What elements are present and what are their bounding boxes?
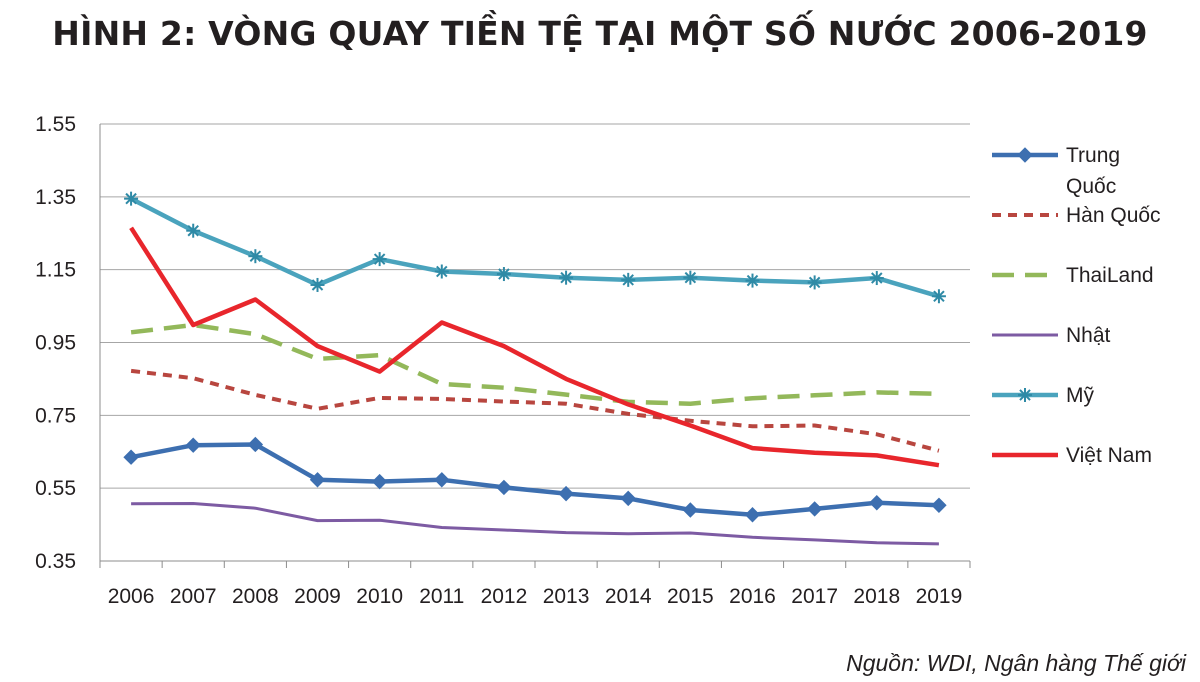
legend: Trung Quốc Hàn Quốc ThaiLand Nhật Mỹ Việt Nam [992, 144, 1161, 467]
legend-label: Nhật [1066, 324, 1111, 347]
y-tick-label: 0.55 [35, 477, 76, 500]
series-line [130, 322, 939, 406]
data-point [621, 272, 636, 287]
data-point [744, 507, 761, 523]
series-hàn-quốc [130, 368, 940, 453]
legend-label: Việt Nam [1066, 444, 1152, 467]
data-point [248, 249, 263, 264]
series-line [130, 196, 940, 299]
data-point [372, 252, 387, 267]
x-tick-label: 2011 [419, 585, 464, 608]
axes: 1.55 1.35 1.15 0.95 0.75 0.55 0.35 2006 2007 2008… [35, 113, 971, 608]
data-point [185, 437, 201, 453]
series-mỹ [124, 191, 946, 304]
x-tick-label: 2012 [481, 585, 528, 608]
data-point [434, 264, 449, 279]
legend-label: Quốc [1066, 175, 1116, 198]
legend-entry: Mỹ [992, 384, 1094, 407]
x-tick-label: 2008 [232, 585, 279, 608]
data-point [807, 275, 822, 290]
legend-label: Trung [1066, 144, 1120, 167]
data-point [931, 289, 946, 304]
series-trung-quốc [123, 436, 947, 523]
x-tick-label: 2013 [543, 585, 590, 608]
gridlines [100, 123, 970, 562]
x-tick-label: 2009 [294, 585, 341, 608]
chart-title: HÌNH 2: VÒNG QUAY TIỀN TỆ TẠI MỘT SỐ NƯỚ… [52, 14, 1148, 53]
legend-label: Hàn Quốc [1066, 204, 1161, 227]
series-line [130, 442, 939, 518]
data-point [558, 485, 574, 502]
series-lines [123, 191, 947, 546]
x-tick-label: 2007 [170, 585, 217, 608]
data-point [434, 472, 450, 488]
data-point [186, 223, 201, 238]
data-point [309, 472, 326, 488]
source-note: Nguồn: WDI, Ngân hàng Thế giới [846, 650, 1186, 676]
legend-entry: Hàn Quốc [992, 204, 1161, 227]
y-tick-label: 0.35 [35, 550, 76, 573]
legend-label: Mỹ [1066, 384, 1094, 407]
data-point [869, 495, 885, 511]
x-tick-label: 2019 [916, 585, 963, 608]
legend-entry: Nhật [992, 324, 1111, 347]
y-tick-label: 0.75 [35, 404, 76, 427]
series-line [130, 368, 940, 453]
legend-entry: Trung Quốc [992, 144, 1120, 198]
data-point [931, 497, 947, 513]
data-point [559, 270, 574, 285]
y-tick-label: 1.15 [35, 259, 76, 282]
x-tick-label: 2006 [108, 585, 155, 608]
data-point [869, 271, 884, 286]
y-tick-label: 1.55 [35, 113, 76, 136]
data-point [683, 270, 698, 285]
data-point [310, 277, 325, 292]
x-tick-label: 2015 [667, 585, 714, 608]
data-point [124, 191, 139, 206]
y-tick-label: 0.95 [35, 332, 76, 355]
data-point [1017, 147, 1033, 163]
data-point [371, 473, 388, 490]
x-tick-label: 2017 [791, 585, 838, 608]
series-việt-nam [129, 226, 940, 468]
x-tick-label: 2018 [853, 585, 900, 608]
data-point [496, 479, 512, 496]
legend-label: ThaiLand [1066, 264, 1154, 287]
data-point [123, 449, 139, 465]
y-tick-label: 1.35 [35, 186, 76, 209]
data-point [745, 273, 760, 288]
legend-entry: Việt Nam [992, 444, 1152, 467]
data-point [496, 267, 511, 282]
x-tick-label: 2016 [729, 585, 776, 608]
data-point [620, 490, 636, 507]
data-point [1018, 388, 1032, 402]
legend-entry: ThaiLand [992, 264, 1154, 287]
data-point [806, 501, 823, 517]
x-tick-label: 2010 [356, 585, 403, 608]
series-line [129, 226, 940, 468]
series-line [131, 502, 939, 546]
x-tick-label: 2014 [605, 585, 652, 608]
series-thailand [130, 322, 939, 406]
series-nhật [131, 502, 939, 546]
data-point [247, 436, 264, 453]
data-point [682, 502, 699, 518]
